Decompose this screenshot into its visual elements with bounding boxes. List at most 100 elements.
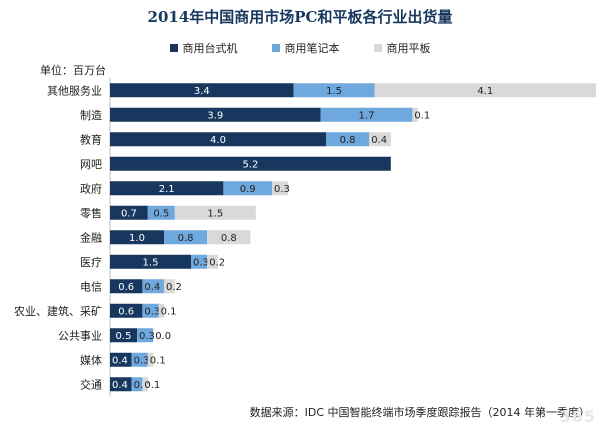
bar-segment [110, 230, 164, 245]
data-label: 2.1 [159, 184, 175, 195]
bar-segment [374, 83, 596, 98]
category-label: 政府 [80, 181, 102, 195]
legend-item-tablet: 商用平板 [373, 40, 431, 56]
data-label: 0.3 [139, 331, 155, 342]
data-label: 0.1 [414, 110, 430, 121]
bar-segment [164, 279, 175, 294]
bar-segment [110, 352, 132, 367]
data-label: 1.5 [326, 86, 342, 97]
bar-segment [131, 352, 148, 367]
data-label: 0.2 [209, 257, 225, 268]
category-label: 教育 [80, 132, 102, 146]
bar-segment [110, 83, 294, 98]
data-label: 0.3 [134, 355, 150, 366]
data-label: 0.5 [153, 208, 169, 219]
unit-label: 单位：百万台 [40, 64, 106, 77]
chart-title: 2014年中国商用市场PC和平板各行业出货量 [147, 8, 453, 26]
data-label: 0.4 [112, 380, 128, 391]
bar-segment [164, 230, 208, 245]
data-label: 0.6 [118, 282, 134, 293]
bar-segment [110, 107, 321, 122]
legend-swatch-desktop [169, 44, 178, 52]
data-label: 1.5 [207, 208, 223, 219]
bar-segment [147, 352, 154, 367]
bar-segment [293, 83, 375, 98]
bar-segment [320, 107, 413, 122]
data-label: 0.0 [155, 331, 171, 342]
bar-segment [326, 132, 370, 147]
bar-segment [272, 181, 289, 196]
data-label: 0.4 [112, 355, 128, 366]
legend: 商用台式机 商用笔记本 商用平板 [0, 40, 600, 56]
legend-label-tablet: 商用平板 [386, 42, 431, 55]
bar-segment [110, 156, 391, 171]
legend-label-notebook: 商用笔记本 [284, 42, 340, 55]
bar-segment [147, 205, 175, 220]
data-label: 0.6 [118, 306, 134, 317]
bar-segment [110, 205, 148, 220]
bar-segment [131, 377, 143, 392]
bar-segment [110, 377, 132, 392]
legend-swatch-notebook [271, 44, 280, 52]
bar-segment [110, 279, 143, 294]
data-label: 3.4 [194, 86, 210, 97]
category-label: 公共事业 [58, 329, 102, 342]
data-label: 3.9 [207, 110, 223, 121]
bar-segment [158, 303, 164, 318]
category-label: 交通 [80, 377, 102, 391]
data-label: 0.1 [150, 355, 166, 366]
data-label: 0.1 [144, 380, 160, 391]
category-label: 医疗 [80, 255, 102, 269]
bar-segment [174, 205, 256, 220]
bar-segment [412, 107, 418, 122]
category-label: 制造 [80, 108, 102, 122]
data-label: 5.2 [242, 159, 258, 170]
bar-segment [223, 181, 272, 196]
bar-segment [110, 328, 137, 343]
bar-segment [142, 279, 164, 294]
data-label: 0.3 [193, 257, 209, 268]
category-label: 电信 [80, 280, 102, 293]
bar-segment [142, 303, 159, 318]
data-label: 0.8 [221, 233, 237, 244]
bar-segment [207, 254, 218, 269]
bar-segment [110, 303, 143, 318]
data-label: 0.3 [274, 184, 290, 195]
bar-segment [369, 132, 391, 147]
bar-segment [191, 254, 208, 269]
legend-swatch-tablet [373, 44, 382, 52]
data-label: 0.9 [240, 184, 256, 195]
data-label: 1.5 [143, 257, 159, 268]
category-label: 网吧 [80, 158, 102, 171]
legend-item-desktop: 商用台式机 [169, 40, 238, 56]
data-label: 0.8 [178, 233, 194, 244]
data-label: 0.4 [371, 135, 387, 146]
data-label: 0.3 [144, 306, 160, 317]
legend-item-notebook: 商用笔记本 [271, 40, 340, 56]
watermark: 365 [559, 407, 596, 426]
data-label: 4.0 [210, 135, 226, 146]
data-label: 0.4 [144, 282, 160, 293]
bar-segment [110, 254, 191, 269]
data-label: 0.1 [161, 306, 177, 317]
category-label: 媒体 [80, 353, 102, 367]
data-label: 4.1 [477, 86, 493, 97]
legend-label-desktop: 商用台式机 [182, 42, 238, 55]
data-label: 1.7 [359, 110, 375, 121]
data-label: 0.7 [121, 208, 137, 219]
bar-segment [207, 230, 251, 245]
bar-segment [137, 328, 154, 343]
data-label: 0.2 [166, 282, 182, 293]
bar-segment [142, 377, 148, 392]
data-label: 0.2 [134, 380, 150, 391]
category-label: 零售 [80, 206, 102, 220]
bar-segment [110, 132, 326, 147]
data-label: 0.5 [116, 331, 132, 342]
source-note: 数据来源：IDC 中国智能终端市场季度跟踪报告（2014 年第一季度） [249, 406, 590, 419]
data-label: 0.8 [340, 135, 356, 146]
category-label: 其他服务业 [47, 84, 102, 97]
category-label: 金融 [80, 230, 102, 244]
bar-segment [110, 181, 224, 196]
data-label: 1.0 [129, 233, 145, 244]
